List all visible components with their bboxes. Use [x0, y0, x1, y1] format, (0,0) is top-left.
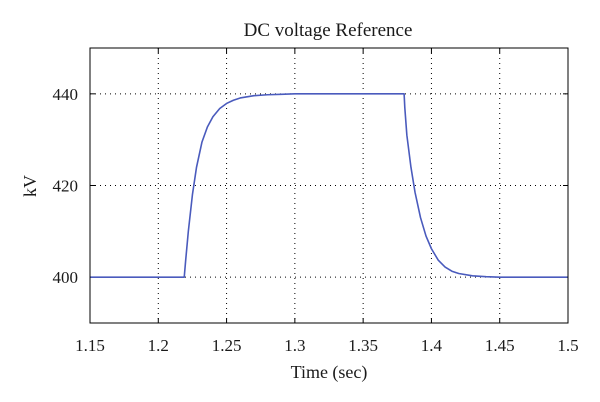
x-tick-label: 1.5: [557, 336, 578, 355]
y-tick-labels: 400 420 440: [53, 85, 79, 287]
y-tick-label: 400: [53, 268, 79, 287]
y-tick-label: 420: [53, 177, 79, 196]
plot-area-frame: [89, 47, 569, 324]
x-tick-label: 1.15: [75, 336, 105, 355]
series-line-dc-voltage: [90, 93, 568, 278]
x-tick-label: 1.25: [212, 336, 242, 355]
x-tick-label: 1.45: [485, 336, 515, 355]
y-tick-label: 440: [53, 85, 79, 104]
grid-lines: [90, 48, 568, 323]
x-tick-labels: 1.15 1.2 1.25 1.3 1.35 1.4 1.45 1.5: [75, 336, 579, 355]
x-axis-label: Time (sec): [291, 362, 368, 383]
y-axis-label: kV: [20, 175, 40, 197]
x-tick-label: 1.3: [284, 336, 305, 355]
axis-ticks: [89, 48, 569, 323]
chart-title: DC voltage Reference: [244, 20, 413, 41]
x-tick-label: 1.4: [421, 336, 443, 355]
x-tick-label: 1.2: [148, 336, 169, 355]
x-tick-label: 1.35: [348, 336, 378, 355]
